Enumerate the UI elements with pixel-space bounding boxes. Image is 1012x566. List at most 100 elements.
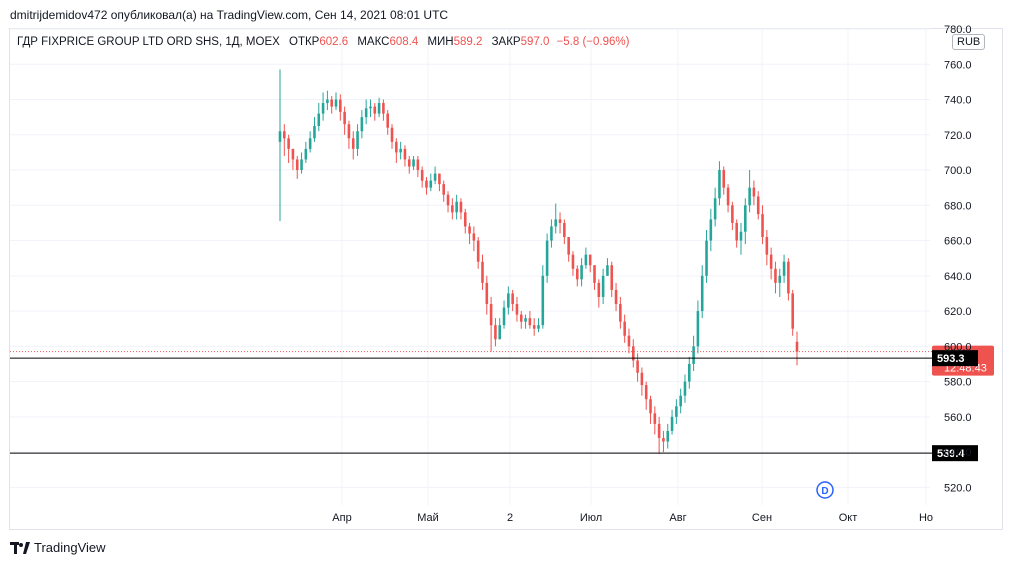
candle-body xyxy=(373,106,377,114)
y-tick-label: 700.0 xyxy=(944,165,972,177)
candle xyxy=(287,134,290,163)
candle xyxy=(283,124,286,156)
candle xyxy=(360,110,364,139)
tradingview-logo-icon xyxy=(10,541,30,554)
candle-body xyxy=(722,170,726,188)
candle-body xyxy=(364,108,368,118)
candle-body xyxy=(317,113,321,126)
candle xyxy=(606,258,609,276)
candle xyxy=(446,191,450,213)
candle-body xyxy=(601,275,605,297)
candle xyxy=(593,265,596,290)
candle-body xyxy=(347,124,351,139)
candle-body xyxy=(360,117,364,132)
candle-body xyxy=(412,159,415,167)
x-tick-label: Окт xyxy=(839,512,858,524)
candle xyxy=(425,177,428,195)
candle xyxy=(700,265,704,319)
candle xyxy=(317,103,321,132)
candle xyxy=(558,212,562,234)
candle-body xyxy=(593,265,596,283)
candle-body xyxy=(515,304,519,315)
candle xyxy=(528,311,532,329)
candle-body xyxy=(666,430,670,442)
candle-body xyxy=(558,219,562,223)
candle xyxy=(787,258,790,301)
candle xyxy=(679,388,682,414)
candle xyxy=(476,237,480,269)
candle-body xyxy=(321,103,325,114)
x-tick-label: Но xyxy=(919,512,933,524)
candle xyxy=(498,318,502,340)
marker-label: D xyxy=(821,486,828,497)
marker-icon[interactable]: D xyxy=(816,481,834,499)
candle xyxy=(778,268,782,297)
candle xyxy=(601,268,605,305)
legend-open-label: ОТКР xyxy=(289,36,320,48)
candle-body xyxy=(752,187,756,197)
candle xyxy=(588,254,592,273)
candle-body xyxy=(425,180,428,188)
candle xyxy=(442,180,446,202)
legend-close-label: ЗАКР xyxy=(491,36,521,48)
candle xyxy=(451,198,454,220)
candle-body xyxy=(489,304,493,326)
candle-body xyxy=(386,113,390,128)
candle xyxy=(420,166,424,188)
candle xyxy=(481,254,484,290)
candle xyxy=(627,328,631,354)
candle xyxy=(584,247,588,269)
candle-body xyxy=(610,265,614,290)
candle-body xyxy=(295,159,299,171)
candle xyxy=(291,148,295,171)
x-tick-label: Сен xyxy=(752,512,772,524)
candle xyxy=(334,92,338,111)
legend-close-value: 597.0 xyxy=(520,36,550,48)
candle xyxy=(369,99,372,118)
candle-body xyxy=(377,103,381,114)
candle xyxy=(619,296,622,329)
candle-body xyxy=(511,293,514,305)
candle-body xyxy=(283,131,286,139)
level-badge xyxy=(932,445,978,462)
candle-body xyxy=(481,261,484,283)
candle-body xyxy=(395,141,398,153)
legend-high-label: МАКС xyxy=(357,36,390,48)
marker-circle xyxy=(816,481,834,499)
candle-body xyxy=(369,106,372,109)
candle-body xyxy=(631,346,635,361)
currency-button[interactable]: RUB xyxy=(952,34,986,50)
candle-body xyxy=(692,346,695,364)
candle-body xyxy=(636,360,639,373)
candle-body xyxy=(429,180,433,188)
candle-body xyxy=(498,325,502,340)
candle-body xyxy=(713,198,717,220)
candle xyxy=(683,374,687,403)
y-tick-label: 760.0 xyxy=(944,59,972,71)
candle-body xyxy=(524,318,527,322)
candle xyxy=(765,229,769,266)
candle-body xyxy=(446,194,450,206)
candle xyxy=(412,155,415,171)
candle-body xyxy=(623,321,626,336)
candle-body xyxy=(433,173,437,181)
candle-body xyxy=(748,187,751,206)
candle-body xyxy=(416,159,420,171)
candle-body xyxy=(726,187,730,206)
candle xyxy=(735,219,738,248)
y-tick-label: 560.0 xyxy=(944,412,972,424)
candle-body xyxy=(662,438,665,442)
x-tick-label: Май xyxy=(417,512,439,524)
candle xyxy=(438,173,441,192)
candle xyxy=(675,399,678,424)
legend-open-value: 602.6 xyxy=(319,36,349,48)
candle xyxy=(347,120,351,149)
candle-body xyxy=(619,304,622,322)
candle-body xyxy=(718,170,721,199)
candle-body xyxy=(472,233,476,241)
candle xyxy=(696,300,700,354)
candle-body xyxy=(390,127,394,142)
candle-body xyxy=(485,282,489,305)
candle-body xyxy=(606,265,609,276)
